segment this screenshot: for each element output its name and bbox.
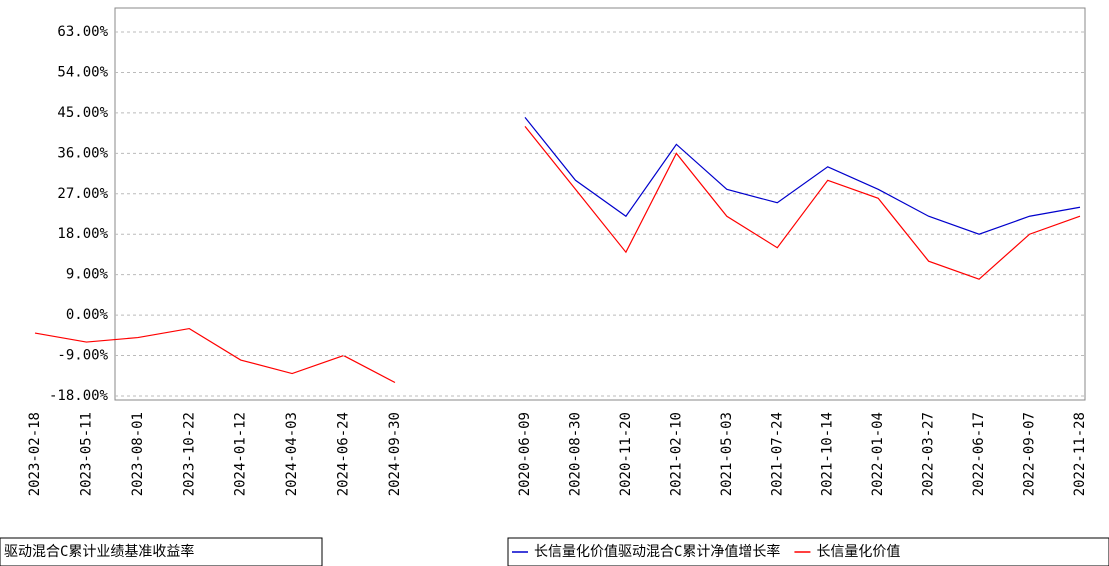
y-tick-label: 36.00% <box>57 145 108 161</box>
y-tick-label: 45.00% <box>57 105 108 121</box>
x-tick-label: 2023-10-22 <box>181 412 197 496</box>
legend-label: 长信量化价值驱动混合C累计净值增长率 <box>534 543 780 560</box>
chart: 2023-02-18 2023-05-11 2023-08-01 2023-10-22… <box>0 0 1109 566</box>
x-tick-label: 2022-09-07 <box>1022 412 1038 496</box>
line <box>525 126 1080 279</box>
y-tick-label: -18.00% <box>49 388 109 404</box>
x-tick-label: 2021-10-14 <box>820 412 836 496</box>
x-tick-label: 2024-06-24 <box>336 412 352 496</box>
x-tick-label: 2024-01-12 <box>233 412 249 496</box>
x-tick-label: 2020-11-20 <box>618 412 634 496</box>
legend-label: 驱动混合C累计业绩基准收益率 <box>4 543 194 560</box>
y-tick-label: 18.00% <box>57 226 108 242</box>
y-tick-label: -9.00% <box>57 348 108 364</box>
line <box>525 117 1080 234</box>
x-tick-label: 2022-03-27 <box>921 412 937 496</box>
x-tick-label: 2020-08-30 <box>567 412 583 496</box>
x-tick-label: 2022-06-17 <box>971 412 987 496</box>
x-tick-label: 2024-09-30 <box>387 412 403 496</box>
y-tick-label: 63.00% <box>57 24 108 40</box>
y-tick-label: 9.00% <box>66 267 109 283</box>
x-tick-label: 2023-05-11 <box>78 412 94 496</box>
y-tick-label: 0.00% <box>66 307 109 323</box>
y-tick-label: 54.00% <box>57 64 108 80</box>
x-tick-label: 2023-02-18 <box>27 412 43 496</box>
x-tick-label: 2024-04-03 <box>284 412 300 496</box>
x-tick-label: 2022-11-28 <box>1072 412 1088 496</box>
x-tick-label: 2022-01-04 <box>870 412 886 496</box>
x-tick-label: 2020-06-09 <box>517 412 533 496</box>
x-tick-label: 2021-07-24 <box>769 412 785 496</box>
plot-frame <box>115 8 1085 400</box>
legend-label: 长信量化价值 <box>816 544 900 560</box>
x-tick-label: 2021-02-10 <box>668 412 684 496</box>
x-tick-label: 2023-08-01 <box>130 412 146 496</box>
x-tick-label: 2021-05-03 <box>719 412 735 496</box>
y-tick-label: 27.00% <box>57 186 108 202</box>
